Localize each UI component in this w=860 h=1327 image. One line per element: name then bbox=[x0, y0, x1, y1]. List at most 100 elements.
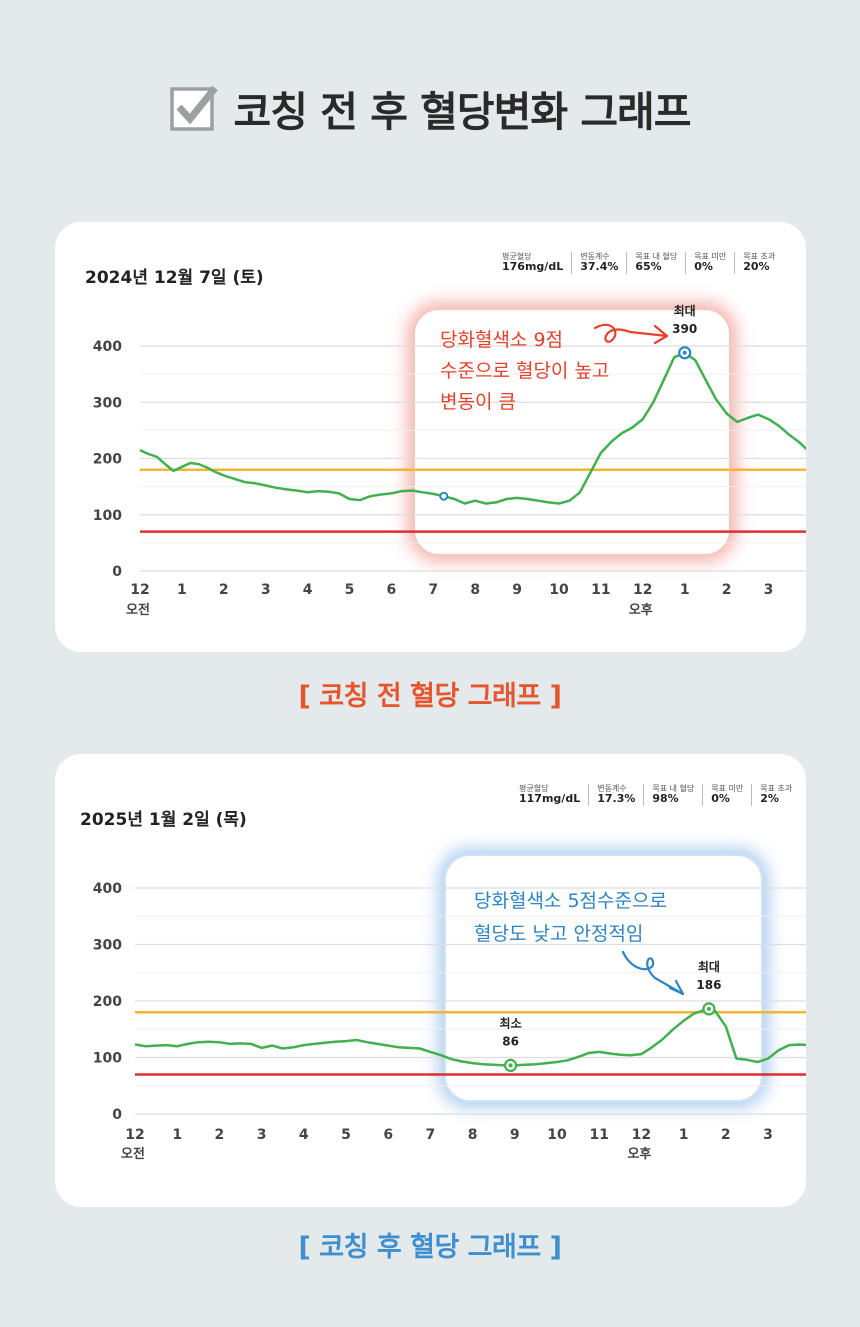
y-tick-label: 400 bbox=[93, 881, 122, 897]
x-tick-label: 9 bbox=[512, 582, 522, 598]
stat-label: 평균혈당 bbox=[502, 252, 532, 261]
x-tick-label: 1 bbox=[680, 582, 690, 598]
max-point-dot bbox=[682, 350, 687, 355]
y-tick-label: 100 bbox=[93, 1051, 122, 1067]
annotation-line: 혈당도 낮고 안정적임 bbox=[474, 923, 644, 945]
stat-item: 목표 미만 0% bbox=[702, 784, 751, 806]
y-tick-label: 400 bbox=[93, 339, 122, 355]
x-tick-label: 2 bbox=[722, 582, 732, 598]
annotation-highlight-box bbox=[444, 854, 763, 1102]
data-point-marker bbox=[439, 491, 449, 501]
glucose-chart-after: 4003002001000121234567891011121234오전오후최소… bbox=[93, 881, 806, 1162]
x-tick-label: 11 bbox=[591, 582, 610, 598]
y-tick-label: 300 bbox=[93, 395, 122, 411]
caption-after: [ 코칭 후 혈당 그래프 ] bbox=[298, 1232, 562, 1263]
annotation-arrow-icon bbox=[593, 323, 669, 343]
annotation-arrowhead-icon bbox=[653, 324, 669, 345]
annotation-arrowhead-icon bbox=[668, 979, 685, 996]
page-header: 코칭 전 후 혈당변화 그래프 bbox=[0, 78, 860, 138]
x-tick-label: 1 bbox=[177, 582, 187, 598]
stat-item: 목표 초과 20% bbox=[734, 252, 783, 274]
stat-value: 65% bbox=[635, 260, 662, 274]
x-tick-label: 6 bbox=[383, 1127, 393, 1143]
x-tick-label: 8 bbox=[468, 1127, 478, 1143]
chart-date: 2024년 12월 7일 (토) bbox=[85, 268, 264, 288]
chart-card-after: 2025년 1월 2일 (목) 평균혈당 117mg/dL 변동계수 17.3% 목… bbox=[55, 754, 806, 1207]
max-point-dot bbox=[706, 1006, 711, 1011]
page-title: 코칭 전 후 혈당변화 그래프 bbox=[233, 88, 691, 136]
glucose-chart-before: 4003002001000121234567891011121234오전오후최대… bbox=[93, 303, 806, 618]
x-tick-label: 4 bbox=[299, 1127, 309, 1143]
annotation-text: 당화혈색소 5점수준으로 혈당도 낮고 안정적임 bbox=[474, 885, 667, 951]
x-tick-label: 3 bbox=[261, 582, 271, 598]
x-tick-label: 12 bbox=[125, 1127, 144, 1143]
y-tick-label: 100 bbox=[93, 508, 122, 524]
x-tick-label: 12 bbox=[632, 1127, 651, 1143]
max-label: 최대 bbox=[674, 303, 696, 318]
max-label: 최대 bbox=[698, 959, 720, 974]
stat-label: 평균혈당 bbox=[519, 784, 549, 793]
x-period-label: 오전 bbox=[121, 1146, 145, 1162]
stat-label: 목표 내 혈당 bbox=[652, 784, 695, 793]
caption-before: [ 코칭 전 혈당 그래프 ] bbox=[298, 681, 562, 712]
stat-label: 목표 미만 bbox=[694, 252, 727, 261]
x-tick-label: 1 bbox=[679, 1127, 689, 1143]
stat-label: 목표 초과 bbox=[760, 784, 793, 793]
glucose-series-line bbox=[139, 351, 806, 505]
stat-value: 37.4% bbox=[580, 260, 619, 274]
x-tick-label: 3 bbox=[764, 582, 774, 598]
x-period-label: 오후 bbox=[629, 602, 653, 618]
x-tick-label: 3 bbox=[763, 1127, 773, 1143]
x-period-label: 오전 bbox=[126, 602, 150, 618]
annotation-line: 수준으로 혈당이 높고 bbox=[440, 360, 610, 382]
stat-label: 변동계수 bbox=[597, 784, 627, 793]
x-tick-label: 4 bbox=[303, 582, 313, 598]
stats-summary: 평균혈당 117mg/dL 변동계수 17.3% 목표 내 혈당 98% 목표 미만 0… bbox=[519, 784, 800, 806]
stat-item: 평균혈당 117mg/dL bbox=[519, 784, 588, 806]
x-tick-label: 7 bbox=[426, 1127, 436, 1143]
annotation-line: 당화혈색소 9점 bbox=[440, 329, 564, 351]
stat-item: 평균혈당 176mg/dL bbox=[502, 252, 571, 274]
annotation-arrow-icon bbox=[621, 950, 685, 996]
stat-label: 목표 초과 bbox=[743, 252, 776, 261]
stats-summary: 평균혈당 176mg/dL 변동계수 37.4% 목표 내 혈당 65% 목표 미만 0… bbox=[502, 252, 783, 274]
stat-value: 117mg/dL bbox=[519, 792, 581, 806]
stat-value: 98% bbox=[652, 792, 679, 806]
stat-item: 목표 초과 2% bbox=[751, 784, 800, 806]
x-tick-label: 3 bbox=[257, 1127, 267, 1143]
x-tick-label: 9 bbox=[510, 1127, 520, 1143]
x-period-label: 오후 bbox=[627, 1146, 651, 1162]
stat-item: 목표 내 혈당 98% bbox=[643, 784, 702, 806]
stat-value: 17.3% bbox=[597, 792, 636, 806]
x-tick-label: 12 bbox=[130, 582, 149, 598]
x-tick-label: 6 bbox=[387, 582, 397, 598]
annotation-line: 변동이 큼 bbox=[440, 391, 516, 413]
stat-label: 목표 내 혈당 bbox=[635, 252, 678, 261]
x-tick-label: 12 bbox=[633, 582, 652, 598]
stat-label: 목표 미만 bbox=[711, 784, 744, 793]
x-tick-label: 10 bbox=[549, 582, 569, 598]
x-tick-label: 2 bbox=[219, 582, 229, 598]
y-tick-label: 300 bbox=[93, 938, 122, 954]
stat-value: 0% bbox=[694, 260, 713, 274]
annotation-text: 당화혈색소 9점 수준으로 혈당이 높고 변동이 큼 bbox=[440, 325, 609, 418]
x-tick-label: 2 bbox=[721, 1127, 731, 1143]
x-tick-label: 1 bbox=[172, 1127, 182, 1143]
x-tick-label: 11 bbox=[589, 1127, 608, 1143]
x-tick-label: 5 bbox=[345, 582, 355, 598]
y-tick-label: 200 bbox=[93, 994, 122, 1010]
stat-value: 2% bbox=[760, 792, 779, 806]
stat-value: 20% bbox=[743, 260, 770, 274]
chart-date: 2025년 1월 2일 (목) bbox=[80, 810, 247, 830]
x-tick-label: 2 bbox=[215, 1127, 225, 1143]
y-tick-label: 0 bbox=[112, 1107, 122, 1123]
x-tick-label: 7 bbox=[428, 582, 438, 598]
min-value: 86 bbox=[502, 1034, 519, 1048]
stat-value: 0% bbox=[711, 792, 730, 806]
stat-item: 목표 내 혈당 65% bbox=[626, 252, 685, 274]
annotation-line: 당화혈색소 5점수준으로 bbox=[474, 890, 667, 912]
stat-label: 변동계수 bbox=[580, 252, 610, 261]
x-tick-label: 8 bbox=[470, 582, 480, 598]
x-tick-label: 10 bbox=[547, 1127, 567, 1143]
min-point-dot bbox=[508, 1063, 513, 1068]
